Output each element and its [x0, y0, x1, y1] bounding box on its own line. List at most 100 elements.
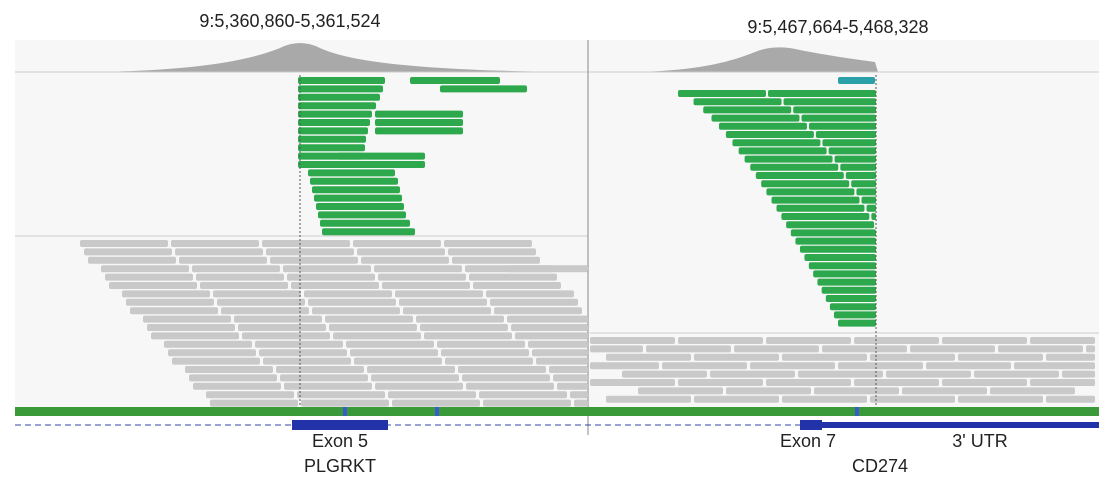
read	[374, 265, 462, 272]
exon	[800, 420, 822, 430]
gene-label: PLGRKT	[304, 456, 376, 476]
base	[515, 407, 519, 416]
locus-title: 9:5,467,664-5,468,328	[747, 17, 928, 37]
read	[420, 324, 508, 331]
read	[310, 178, 398, 185]
base	[215, 407, 219, 416]
read	[990, 387, 1075, 394]
base	[203, 407, 207, 416]
base	[467, 407, 471, 416]
read	[782, 354, 867, 361]
base	[367, 407, 371, 416]
read	[756, 172, 844, 179]
read	[388, 391, 476, 398]
base	[435, 407, 439, 416]
read	[511, 324, 588, 331]
base	[23, 407, 27, 416]
base	[615, 407, 619, 416]
base	[835, 407, 839, 416]
base	[763, 407, 767, 416]
base	[855, 407, 859, 416]
read	[172, 358, 260, 365]
base	[571, 407, 575, 416]
read	[926, 362, 1011, 369]
read	[856, 188, 876, 195]
read	[590, 362, 659, 369]
base	[951, 407, 955, 416]
read	[266, 248, 354, 255]
read	[734, 345, 819, 352]
read	[703, 106, 791, 113]
base	[671, 407, 675, 416]
read	[126, 299, 214, 306]
read	[399, 299, 487, 306]
base	[119, 407, 123, 416]
read	[871, 213, 876, 220]
base	[363, 407, 367, 416]
base	[491, 407, 495, 416]
read	[440, 85, 527, 92]
base	[447, 407, 451, 416]
base	[327, 407, 331, 416]
read	[217, 299, 305, 306]
read	[448, 248, 536, 255]
read	[314, 195, 402, 202]
read	[814, 387, 899, 394]
read	[354, 358, 442, 365]
base	[91, 407, 95, 416]
read	[276, 366, 364, 373]
read	[375, 119, 463, 126]
base	[351, 407, 355, 416]
read	[320, 220, 410, 227]
base	[787, 407, 791, 416]
base	[687, 407, 691, 416]
base	[967, 407, 971, 416]
base	[347, 407, 351, 416]
base	[463, 407, 467, 416]
gene-label: CD274	[852, 456, 908, 476]
read	[375, 127, 463, 134]
read	[606, 396, 691, 403]
read	[263, 358, 351, 365]
read	[776, 205, 864, 212]
read	[1046, 396, 1095, 403]
read	[817, 279, 876, 286]
read	[745, 156, 833, 163]
read	[854, 337, 939, 344]
base	[223, 407, 227, 416]
read	[479, 391, 567, 398]
base	[75, 407, 79, 416]
base	[259, 407, 263, 416]
base	[479, 407, 483, 416]
base	[103, 407, 107, 416]
base	[455, 407, 459, 416]
base	[507, 407, 511, 416]
base	[703, 407, 707, 416]
base	[439, 407, 443, 416]
base	[543, 407, 547, 416]
base	[275, 407, 279, 416]
base	[359, 407, 363, 416]
read	[766, 379, 851, 386]
base	[603, 407, 607, 416]
read	[234, 316, 322, 323]
base	[547, 407, 551, 416]
read	[164, 341, 252, 348]
read	[337, 153, 425, 160]
base	[219, 407, 223, 416]
base	[519, 407, 523, 416]
base	[379, 407, 383, 416]
read	[416, 316, 504, 323]
base	[355, 407, 359, 416]
base	[847, 407, 851, 416]
read	[333, 332, 421, 339]
base	[935, 407, 939, 416]
base	[643, 407, 647, 416]
read	[830, 303, 876, 310]
read	[606, 354, 691, 361]
read	[678, 379, 763, 386]
read	[846, 172, 876, 179]
read	[171, 240, 259, 247]
base	[803, 407, 807, 416]
base	[971, 407, 975, 416]
